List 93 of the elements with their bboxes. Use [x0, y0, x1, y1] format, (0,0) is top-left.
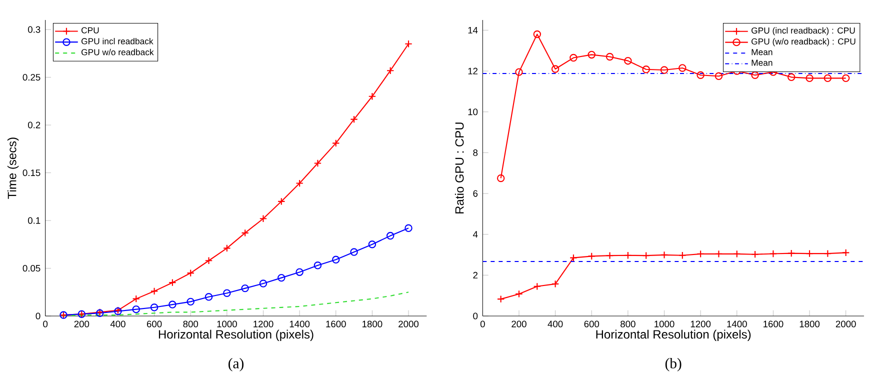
text: (a) — [228, 358, 244, 372]
y-tick-label: 0.3 — [28, 26, 40, 33]
point — [314, 262, 322, 270]
point — [842, 74, 850, 82]
point — [296, 268, 304, 276]
y-tick-label: 10 — [468, 108, 478, 116]
y-tick-label: 14 — [468, 27, 478, 34]
point — [751, 71, 759, 79]
point — [314, 159, 322, 168]
y-tick-label: 12 — [468, 68, 478, 74]
point — [186, 298, 194, 306]
point — [642, 66, 650, 74]
point — [496, 174, 505, 182]
point — [132, 305, 140, 314]
x-tick-label: 200 — [512, 320, 526, 328]
point — [533, 30, 542, 38]
text: (b) — [665, 358, 682, 372]
x-tick-label: 600 — [146, 320, 162, 328]
point — [570, 54, 578, 62]
x-tick-label: 1800 — [362, 320, 382, 328]
point — [241, 284, 249, 292]
y-tick-label: 8 — [473, 149, 478, 156]
point — [150, 304, 158, 312]
point — [350, 115, 358, 124]
y-tick-label: 0.1 — [28, 217, 40, 224]
point — [824, 74, 832, 82]
point — [515, 68, 523, 76]
x-tick-label: 1600 — [764, 320, 784, 328]
point — [624, 56, 632, 65]
x-tick-label: 1000 — [217, 320, 237, 328]
x-axis-title: Horizontal Resolution (pixels) — [158, 330, 314, 341]
x-tick-label: 0 — [480, 320, 485, 328]
x-tick-label: 600 — [584, 320, 600, 328]
x-axis-title: Horizontal Resolution (pixels) — [596, 330, 751, 341]
x-tick-label: 1200 — [690, 320, 711, 328]
point — [696, 71, 704, 79]
x-tick-label: 1000 — [654, 320, 674, 328]
y-tick-label: 0 — [473, 312, 478, 320]
legend-label: GPU (incl readback) : CPU — [752, 27, 855, 36]
x-tick-label: 1600 — [326, 320, 346, 328]
point — [588, 50, 596, 59]
y-axis-title: Time (secs) — [7, 138, 19, 199]
y-tick-label: 0.05 — [22, 264, 40, 272]
x-tick-label: 400 — [110, 320, 126, 328]
x-tick-label: 1400 — [727, 320, 747, 328]
legend-label: CPU — [82, 27, 99, 34]
y-tick-label: 4 — [472, 231, 478, 238]
point — [515, 290, 523, 298]
point — [404, 224, 412, 232]
point — [714, 72, 723, 80]
point — [259, 214, 268, 222]
point — [350, 248, 358, 256]
point — [496, 295, 505, 303]
legend-label: GPU incl readback — [82, 38, 154, 44]
legend-label: GPU (w/o readback) : CPU — [752, 38, 856, 46]
point — [551, 65, 560, 73]
x-tick-label: 2000 — [836, 320, 856, 328]
point — [368, 240, 376, 248]
legend-label: GPU w/o readback — [82, 48, 154, 56]
point — [168, 300, 176, 308]
y-tick-label: 0.25 — [22, 74, 40, 81]
y-tick-label: 0.15 — [22, 169, 40, 176]
point — [223, 289, 231, 297]
x-tick-label: 400 — [548, 320, 563, 328]
point — [332, 139, 340, 148]
x-tick-label: 2000 — [398, 320, 419, 328]
legend-label: Mean — [752, 60, 772, 66]
x-tick-label: 1200 — [254, 320, 274, 328]
y-axis-title: Ratio GPU : CPU — [454, 122, 464, 214]
y-tick-label: 0.2 — [28, 122, 40, 128]
point — [678, 64, 686, 72]
point — [806, 74, 814, 82]
legend-label: Mean — [752, 49, 772, 56]
x-tick-label: 800 — [620, 320, 636, 328]
x-tick-label: 800 — [183, 320, 198, 328]
x-tick-label: 1800 — [800, 320, 820, 328]
point — [404, 40, 412, 48]
point — [204, 293, 213, 301]
point — [204, 256, 213, 264]
x-tick-label: 0 — [43, 320, 48, 328]
point — [606, 52, 614, 61]
point — [278, 274, 286, 282]
point — [368, 92, 376, 100]
point — [788, 73, 796, 82]
x-tick-label: 1400 — [290, 320, 310, 328]
y-tick-label: 0 — [36, 312, 40, 320]
point — [259, 280, 268, 288]
point — [386, 232, 394, 240]
point — [660, 66, 668, 74]
x-tick-label: 200 — [74, 320, 90, 328]
y-tick-label: 6 — [473, 190, 478, 197]
point — [332, 256, 340, 264]
y-tick-label: 2 — [473, 272, 478, 278]
